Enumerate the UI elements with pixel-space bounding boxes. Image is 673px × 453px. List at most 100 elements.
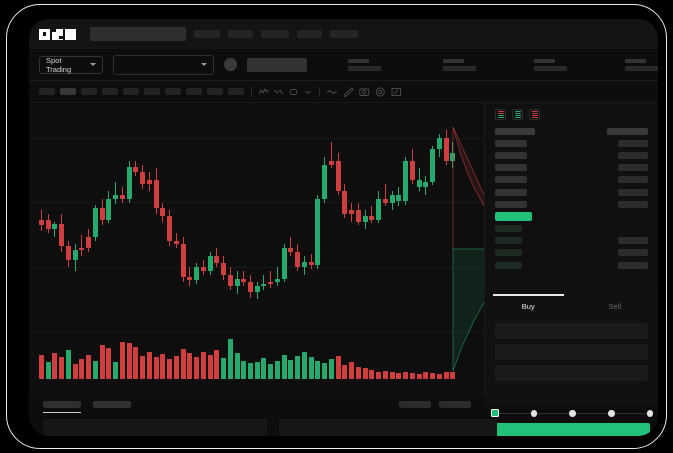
table-row[interactable] <box>279 419 497 436</box>
timeframe-button-1[interactable] <box>39 88 55 95</box>
line-chart-icon[interactable] <box>327 88 338 96</box>
chevron-down-icon[interactable] <box>304 88 312 96</box>
candle-body <box>416 179 422 188</box>
candle-body <box>409 160 415 180</box>
orders-cancel-all-button[interactable] <box>439 401 471 408</box>
camera-icon[interactable] <box>359 87 370 97</box>
orderbook-bid-row[interactable] <box>485 259 658 271</box>
candle-body <box>194 267 200 281</box>
tab-sell[interactable]: Sell <box>572 294 659 318</box>
volume-bar <box>308 357 314 379</box>
alert-icon[interactable] <box>289 88 299 96</box>
table-row[interactable] <box>43 419 267 436</box>
nav-item-more[interactable] <box>330 30 358 38</box>
tab-open-orders[interactable] <box>43 401 81 414</box>
timeframe-button-2[interactable] <box>60 88 76 95</box>
orderbook-price-cell <box>495 249 522 257</box>
orderbook-size-cell <box>618 188 648 196</box>
timeframe-button-10[interactable] <box>228 88 244 95</box>
orderbook-bids-icon[interactable] <box>512 109 523 120</box>
timeframe-button-9[interactable] <box>207 88 223 95</box>
volume-bar <box>436 374 442 379</box>
nav-item-markets[interactable] <box>228 30 253 38</box>
orderbook-price-cell <box>495 127 535 135</box>
orderbook-both-icon[interactable] <box>495 109 506 120</box>
orderbook-ask-row[interactable] <box>485 174 658 186</box>
orderbook-bid-row[interactable] <box>485 223 658 235</box>
volume-bar <box>328 359 334 379</box>
candle-body <box>140 172 146 184</box>
compare-icon[interactable] <box>274 88 284 96</box>
timeframe-button-8[interactable] <box>186 88 202 95</box>
volume-bar <box>248 363 253 379</box>
orderbook-header-row <box>485 125 658 137</box>
orderbook-ask-row[interactable] <box>485 137 658 149</box>
price-chart-panel[interactable] <box>29 103 485 395</box>
settings-icon[interactable] <box>375 87 386 97</box>
volume-bar <box>79 359 85 379</box>
volume-bar <box>315 360 321 379</box>
volume-bar <box>403 371 409 379</box>
trading-mode-selector[interactable]: Spot Trading <box>39 55 104 74</box>
candle-body <box>180 244 186 277</box>
slider-dot-2[interactable] <box>569 410 576 417</box>
volume-bar <box>295 355 301 379</box>
volume-bar <box>106 348 112 379</box>
order-amount-input[interactable] <box>495 344 648 360</box>
slider-dot-1[interactable] <box>530 410 538 417</box>
orderbook-bid-row[interactable] <box>485 247 658 259</box>
chart-toolbar <box>29 81 658 103</box>
candle-body <box>342 191 348 214</box>
orderbook-asks-icon[interactable] <box>529 109 540 120</box>
okx-logo[interactable] <box>39 28 76 40</box>
slider-dot-3[interactable] <box>608 410 615 417</box>
timeframe-button-3[interactable] <box>81 88 97 95</box>
volume-bar <box>349 361 355 379</box>
orderbook-ask-row[interactable] <box>485 198 658 210</box>
candle-body <box>281 248 287 279</box>
orders-filter-button[interactable] <box>399 401 431 408</box>
nav-item-trade[interactable] <box>194 30 220 38</box>
volume-bar <box>423 372 429 379</box>
orderbook-last-price-row[interactable] <box>485 210 658 222</box>
volume-bar <box>342 364 348 379</box>
amount-percent-slider[interactable] <box>491 409 654 417</box>
timeframe-button-6[interactable] <box>144 88 160 95</box>
order-total-input[interactable] <box>495 365 648 381</box>
order-price-input[interactable] <box>495 323 648 339</box>
nav-item-assets[interactable] <box>297 30 322 38</box>
stat-value <box>347 65 381 71</box>
candle-body <box>214 255 220 264</box>
candle-body <box>423 181 429 188</box>
timeframe-button-7[interactable] <box>165 88 181 95</box>
orders-tabs <box>29 395 485 414</box>
drawing-tools-icon[interactable] <box>343 86 354 97</box>
candle-wick <box>81 234 83 256</box>
orderbook-ask-row[interactable] <box>485 186 658 198</box>
volume-bar <box>355 366 361 379</box>
symbol-select[interactable] <box>113 54 215 75</box>
search-input[interactable] <box>90 27 186 41</box>
nav-item-earn[interactable] <box>261 30 289 38</box>
candle-body <box>382 198 388 203</box>
slider-dot-4[interactable] <box>646 410 654 417</box>
tab-buy[interactable]: Buy <box>485 294 572 318</box>
orderbook-ask-row[interactable] <box>485 149 658 161</box>
timeframe-button-5[interactable] <box>123 88 139 95</box>
orderbook-ask-row[interactable] <box>485 162 658 174</box>
slider-dot-0[interactable] <box>491 409 499 417</box>
tab-order-history[interactable] <box>93 401 131 408</box>
orderbook-price-cell <box>495 164 527 172</box>
volume-bar <box>187 353 193 379</box>
orderbook-bid-row[interactable] <box>485 235 658 247</box>
candle-body <box>349 210 355 214</box>
indicator-icon[interactable] <box>259 87 269 96</box>
candle-body <box>227 274 233 287</box>
fullscreen-icon[interactable] <box>391 87 402 97</box>
candle-body <box>308 261 314 266</box>
candle-body <box>126 166 132 199</box>
timeframe-button-4[interactable] <box>102 88 118 95</box>
place-order-button[interactable] <box>495 423 650 436</box>
chevron-down-icon <box>90 63 97 66</box>
candle-body <box>234 278 240 287</box>
